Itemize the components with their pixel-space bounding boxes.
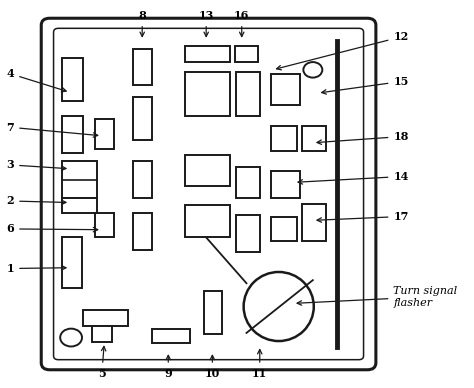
- Text: 8: 8: [138, 10, 146, 36]
- Bar: [236, 72, 260, 116]
- Text: 2: 2: [7, 196, 66, 206]
- Bar: [133, 48, 152, 85]
- Text: 12: 12: [277, 31, 409, 70]
- Text: 13: 13: [199, 10, 214, 36]
- Bar: [95, 119, 114, 149]
- Text: 10: 10: [205, 355, 220, 379]
- Text: 18: 18: [317, 131, 409, 144]
- Bar: [271, 217, 297, 241]
- Bar: [235, 46, 258, 62]
- Bar: [271, 171, 300, 198]
- Bar: [236, 167, 260, 198]
- Text: 1: 1: [7, 263, 66, 274]
- Bar: [62, 116, 83, 153]
- Text: 11: 11: [252, 350, 267, 379]
- Bar: [133, 213, 152, 250]
- Ellipse shape: [244, 272, 314, 341]
- Text: 16: 16: [234, 10, 249, 36]
- Bar: [204, 291, 222, 334]
- Bar: [62, 198, 97, 213]
- Bar: [271, 126, 297, 151]
- Bar: [236, 215, 260, 252]
- Text: 17: 17: [317, 211, 409, 222]
- Bar: [185, 155, 230, 186]
- Bar: [62, 237, 82, 288]
- Bar: [133, 161, 152, 198]
- Text: 6: 6: [7, 223, 98, 234]
- Text: Turn signal
flasher: Turn signal flasher: [297, 286, 457, 308]
- Bar: [271, 74, 300, 105]
- Bar: [62, 161, 97, 198]
- Text: 7: 7: [7, 122, 98, 137]
- Bar: [92, 326, 112, 342]
- Bar: [133, 97, 152, 140]
- Bar: [152, 329, 190, 343]
- Bar: [185, 72, 230, 116]
- Bar: [302, 204, 326, 241]
- Text: 3: 3: [7, 159, 66, 170]
- Bar: [95, 213, 114, 237]
- Bar: [83, 310, 128, 326]
- Bar: [302, 126, 326, 151]
- Text: 4: 4: [7, 68, 66, 92]
- Text: 14: 14: [298, 171, 409, 184]
- Circle shape: [303, 62, 322, 78]
- Bar: [185, 46, 230, 62]
- Bar: [62, 58, 83, 101]
- Circle shape: [60, 329, 82, 346]
- Text: 5: 5: [98, 346, 106, 379]
- FancyBboxPatch shape: [41, 18, 376, 370]
- Text: 15: 15: [322, 76, 409, 94]
- Bar: [185, 205, 230, 237]
- Text: 9: 9: [164, 355, 172, 379]
